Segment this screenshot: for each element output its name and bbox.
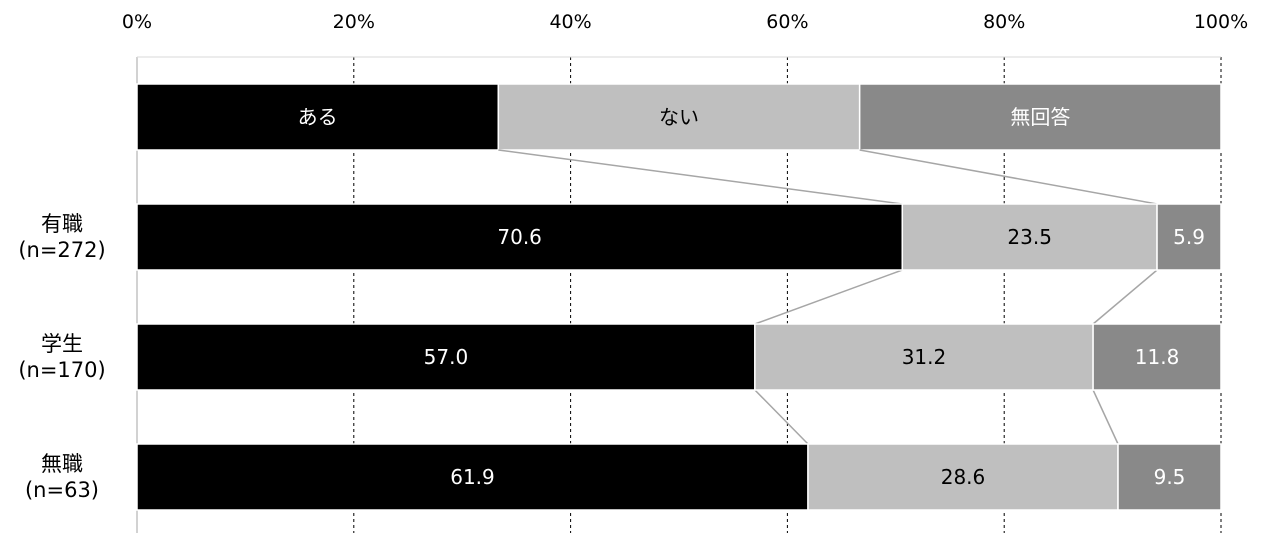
- category-label: 有職: [41, 212, 83, 236]
- x-tick-label: 80%: [983, 11, 1025, 33]
- data-label: 70.6: [497, 225, 542, 249]
- bar-segment: [754, 323, 1094, 391]
- bar-segment: [1117, 443, 1222, 511]
- category-n-label: (n=63): [25, 478, 99, 502]
- connector-line: [498, 149, 903, 205]
- legend-swatch: [497, 83, 861, 151]
- category-labels: 有職(n=272) 学生(n=170) 無職(n=63): [18, 212, 105, 502]
- legend-swatch: [136, 83, 500, 151]
- category-n-label: (n=272): [18, 238, 105, 262]
- bar-segment: [1092, 323, 1222, 391]
- connector-line: [754, 389, 809, 445]
- connector-line: [754, 269, 903, 325]
- bar-segment: [807, 443, 1119, 511]
- legend-swatch: [858, 83, 1222, 151]
- data-label: 9.5: [1154, 465, 1186, 489]
- x-tick-label: 100%: [1194, 11, 1248, 33]
- connector-line: [859, 149, 1158, 205]
- data-label: 31.2: [902, 345, 947, 369]
- category-n-label: (n=170): [18, 358, 105, 382]
- category-label: 無職: [41, 452, 83, 476]
- category-label: 学生: [41, 332, 83, 356]
- legend-bar: ある ない 無回答: [136, 83, 1222, 151]
- data-label: 61.9: [450, 465, 495, 489]
- legend-label: ある: [298, 105, 338, 129]
- data-label: 28.6: [941, 465, 986, 489]
- data-label: 23.5: [1007, 225, 1052, 249]
- legend-label: ない: [659, 105, 699, 129]
- x-tick-label: 0%: [122, 11, 152, 33]
- data-label: 11.8: [1135, 345, 1180, 369]
- connector-line: [1092, 389, 1119, 445]
- bar-segment: [901, 203, 1158, 271]
- x-tick-label: 40%: [549, 11, 591, 33]
- x-tick-label: 20%: [333, 11, 375, 33]
- data-label: 57.0: [424, 345, 469, 369]
- data-bars: 70.6 23.5 5.9 57.0 31.2 11.8 61.9 28.6 9.5: [136, 203, 1222, 511]
- x-tick-labels: 0% 20% 40% 60% 80% 100%: [122, 11, 1248, 33]
- bar-segment: [1156, 203, 1222, 271]
- bar-segment: [136, 443, 809, 511]
- bar-segment: [136, 323, 756, 391]
- x-tick-label: 60%: [766, 11, 808, 33]
- connector-line: [1092, 269, 1158, 325]
- connector-lines: [498, 149, 1158, 445]
- legend-label: 無回答: [1010, 105, 1070, 129]
- data-label: 5.9: [1173, 225, 1205, 249]
